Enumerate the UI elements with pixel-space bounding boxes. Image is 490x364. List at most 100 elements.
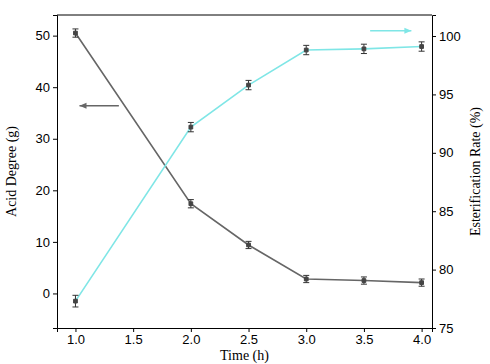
- error-bar: [188, 200, 194, 208]
- error-cap: [72, 306, 78, 307]
- error-bar: [419, 42, 425, 51]
- chart: 1.0 1.5 2.0 2.5 3.0 3.5 4.0 0 10 20 30 40 50 75 80 85 90…: [0, 0, 490, 364]
- tick-mark: [53, 87, 57, 88]
- error-cap: [72, 28, 78, 29]
- tick: 40: [36, 80, 57, 95]
- tick-mark: [53, 242, 57, 243]
- error-cap: [419, 41, 425, 42]
- axis-arrow: [370, 28, 411, 34]
- error-cap: [188, 122, 194, 123]
- x-axis: 1.0 1.5 2.0 2.5 3.0 3.5 4.0: [58, 328, 433, 347]
- error-cap: [419, 286, 425, 287]
- tick-mark: [432, 211, 436, 212]
- tick-mark: [53, 36, 57, 37]
- tick-label: 95: [439, 87, 453, 102]
- error-cap: [361, 44, 367, 45]
- error-bar: [361, 44, 367, 53]
- error-cap: [303, 54, 309, 55]
- error-cap: [188, 199, 194, 200]
- tick: 80: [432, 262, 453, 277]
- tick: 30: [36, 131, 57, 146]
- marker: [304, 277, 308, 281]
- error-cap: [246, 80, 252, 81]
- tick-label: 2.5: [240, 332, 258, 347]
- tick: 95: [432, 87, 453, 102]
- y2-axis-title: Esterification Rate (%): [468, 107, 484, 236]
- marker: [189, 202, 193, 206]
- tick-label: 0: [43, 286, 50, 301]
- marks: [72, 29, 424, 307]
- error-cap: [361, 276, 367, 277]
- error-cap: [419, 51, 425, 52]
- error-cap: [303, 282, 309, 283]
- tick-label: 10: [36, 235, 50, 250]
- tick-label: 90: [439, 145, 453, 160]
- tick: 10: [36, 235, 57, 250]
- error-bar: [72, 29, 78, 37]
- error-cap: [188, 207, 194, 208]
- error-bar: [303, 275, 309, 282]
- tick-label: 80: [439, 262, 453, 277]
- error-cap: [361, 53, 367, 54]
- tick-label: 85: [439, 204, 453, 219]
- axis-line: [53, 16, 58, 329]
- error-cap: [303, 45, 309, 46]
- axis-arrow: [80, 103, 119, 109]
- plot: 1.0 1.5 2.0 2.5 3.0 3.5 4.0 0 10 20 30 40 50 75 80 85 90…: [36, 15, 461, 347]
- marker: [74, 31, 78, 35]
- error-cap: [188, 131, 194, 132]
- error-cap: [246, 241, 252, 242]
- tick: 1.5: [125, 328, 143, 347]
- axis-line: [433, 16, 437, 329]
- error-cap: [246, 248, 252, 249]
- tick: 4.0: [413, 328, 431, 347]
- tick-label: 3.0: [298, 332, 316, 347]
- tick-mark: [432, 153, 436, 154]
- tick-mark: [53, 293, 57, 294]
- error-bar: [246, 241, 252, 248]
- marker: [362, 279, 366, 283]
- error-cap: [246, 89, 252, 90]
- tick-label: 50: [36, 28, 50, 43]
- tick-label: 1.0: [67, 332, 85, 347]
- marker: [247, 83, 251, 87]
- tick-label: 1.5: [125, 332, 143, 347]
- x-axis-title: Time (h): [220, 348, 269, 364]
- tick: 1.0: [67, 328, 85, 347]
- marker: [74, 299, 78, 303]
- tick-label: 75: [439, 321, 453, 336]
- tick-label: 30: [36, 131, 50, 146]
- tick: 2.5: [240, 328, 258, 347]
- tick-label: 100: [439, 29, 461, 44]
- tick: 75: [432, 321, 453, 336]
- series: [72, 42, 424, 307]
- tick: 85: [432, 204, 453, 219]
- tick-label: 40: [36, 80, 50, 95]
- marker: [189, 125, 193, 129]
- error-bar: [246, 80, 252, 89]
- line: [75, 47, 421, 302]
- y-axis: 0 10 20 30 40 50: [36, 16, 58, 329]
- tick: 20: [36, 183, 57, 198]
- y2-axis: 75 80 85 90 95 100: [432, 16, 461, 336]
- tick: 2.0: [182, 328, 200, 347]
- error-cap: [419, 279, 425, 280]
- line: [75, 33, 421, 283]
- tick-label: 20: [36, 183, 50, 198]
- marker: [362, 47, 366, 51]
- error-cap: [303, 275, 309, 276]
- tick-mark: [53, 190, 57, 191]
- tick: 0: [43, 286, 57, 301]
- tick-mark: [432, 270, 436, 271]
- error-bar: [72, 295, 78, 307]
- error-bar: [188, 122, 194, 131]
- tick: 90: [432, 145, 453, 160]
- error-cap: [72, 37, 78, 38]
- tick: 3.0: [298, 328, 316, 347]
- error-bar: [303, 45, 309, 54]
- tick-label: 2.0: [182, 332, 200, 347]
- y-axis-title: Acid Degree (g): [4, 126, 20, 217]
- error-bar: [419, 279, 425, 286]
- tick-mark: [432, 36, 436, 37]
- tick-label: 3.5: [355, 332, 373, 347]
